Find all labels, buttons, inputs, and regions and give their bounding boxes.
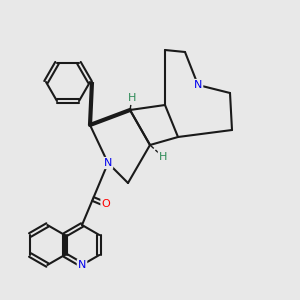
Text: O: O [101,200,110,209]
Text: N: N [78,260,86,270]
Text: N: N [104,158,112,168]
Text: H: H [128,93,136,103]
Text: N: N [194,80,202,90]
Text: H: H [159,152,167,162]
